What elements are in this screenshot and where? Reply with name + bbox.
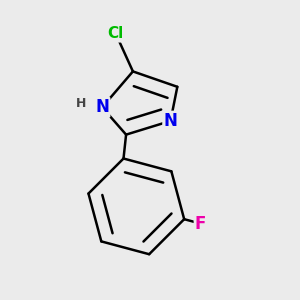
Text: F: F (195, 215, 206, 233)
Text: N: N (164, 112, 177, 130)
Text: Cl: Cl (108, 26, 124, 41)
Text: H: H (76, 98, 86, 110)
Text: N: N (95, 98, 109, 116)
